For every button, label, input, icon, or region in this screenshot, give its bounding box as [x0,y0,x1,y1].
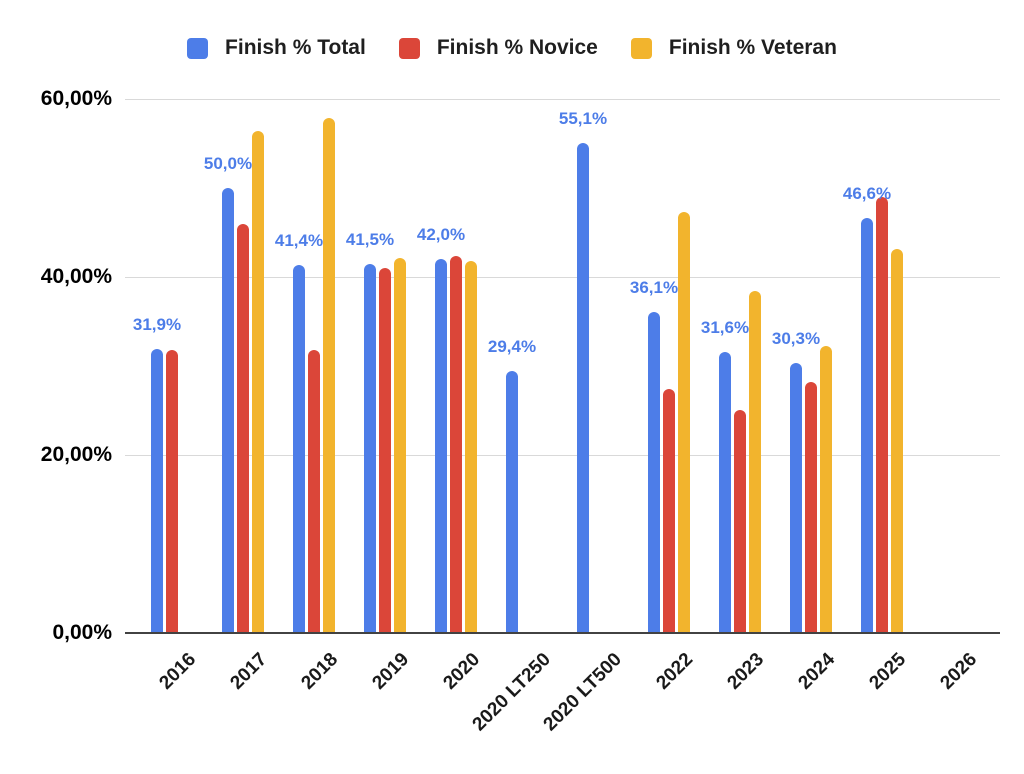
legend-item-novice: Finish % Novice [398,36,598,60]
x-axis-label: 2022 [652,649,697,694]
bar-2023-finish-total [719,351,731,633]
data-label: 42,0% [416,225,466,245]
bar-2019-finish-veteran [394,258,406,633]
x-axis-label: 2026 [936,649,981,694]
bar-2017-finish-total [222,188,234,633]
data-label: 46,6% [842,184,892,204]
y-axis-tick-label: 20,00% [40,443,112,466]
bar-2017-finish-novice [237,224,249,633]
legend-swatch-total-icon [187,37,209,59]
data-label: 55,1% [558,108,608,128]
bar-2024-finish-veteran [820,346,832,633]
x-axis-line [125,632,1000,634]
data-label: 50,0% [203,154,253,173]
x-axis-label: 2018 [297,649,342,694]
x-axis-label: 2016 [155,649,200,694]
bar-2019-finish-novice [379,268,391,633]
bar-2025-finish-novice [876,196,888,633]
bar-2022-finish-novice [663,389,675,633]
data-label: 29,4% [487,337,537,357]
bar-2024-finish-novice [805,382,817,633]
bar-2023-finish-novice [734,409,746,633]
x-axis-label: 2024 [794,649,839,694]
gridline [125,99,1000,100]
x-axis-label: 2017 [226,649,271,694]
x-axis-label: 2023 [723,649,768,694]
y-axis-tick-label: 0,00% [52,621,112,644]
y-axis-tick-label: 40,00% [40,265,112,288]
bar-2023-finish-veteran [749,291,761,633]
data-label: 41,4% [274,230,324,250]
bar-2022-finish-total [648,311,660,633]
bar-2016-finish-total [151,349,163,633]
data-label: 41,5% [345,229,395,249]
bar-2020-finish-veteran [465,260,477,633]
bar-2016-finish-novice [166,349,178,633]
x-axis-label: 2019 [368,649,413,694]
bar-2020-lt250-finish-total [506,371,518,633]
legend-label-veteran: Finish % Veteran [668,36,837,59]
legend-item-veteran: Finish % Veteran [630,36,837,60]
x-axis-label: 2025 [865,649,910,694]
data-label: 36,1% [629,277,679,297]
legend-swatch-veteran-icon [630,37,652,59]
legend-label-total: Finish % Total [225,36,366,59]
data-label: 31,6% [700,317,750,337]
y-axis-tick-label: 60,00% [40,87,112,110]
legend-swatch-novice-icon [398,37,420,59]
bar-2025-finish-total [861,218,873,633]
bar-2020-finish-total [435,259,447,633]
bar-2024-finish-total [790,363,802,633]
data-label: 31,9% [132,315,182,335]
data-label: 30,3% [771,329,821,349]
bar-2018-finish-novice [308,349,320,633]
bar-2022-finish-veteran [678,212,690,633]
bar-2020-lt500-finish-total [577,142,589,633]
legend-label-novice: Finish % Novice [436,36,598,59]
bar-2018-finish-total [293,264,305,633]
bar-2018-finish-veteran [323,117,335,633]
gridline [125,455,1000,456]
legend-item-total: Finish % Total [187,36,366,60]
bar-2017-finish-veteran [252,131,264,633]
legend: Finish % Total Finish % Novice Finish % … [0,36,1024,60]
bar-2020-finish-novice [450,255,462,633]
bar-2019-finish-total [364,263,376,633]
x-axis-label: 2020 [439,649,484,694]
gridline [125,277,1000,278]
bar-2025-finish-veteran [891,249,903,633]
